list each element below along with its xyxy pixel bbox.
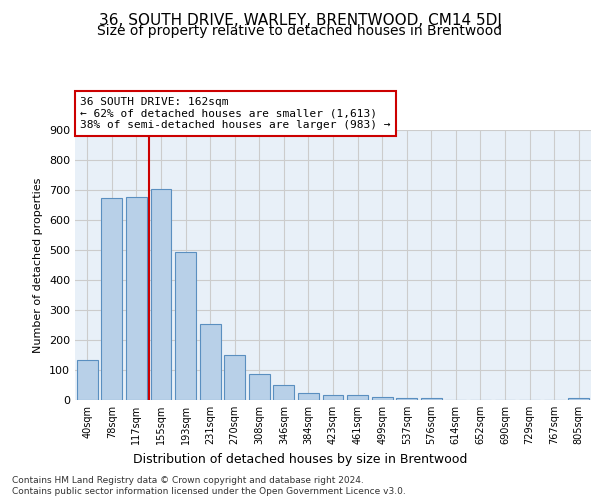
Text: Size of property relative to detached houses in Brentwood: Size of property relative to detached ho… xyxy=(97,24,503,38)
Bar xyxy=(175,252,196,400)
Bar xyxy=(200,324,221,400)
Text: 36 SOUTH DRIVE: 162sqm
← 62% of detached houses are smaller (1,613)
38% of semi-: 36 SOUTH DRIVE: 162sqm ← 62% of detached… xyxy=(80,97,391,130)
Bar xyxy=(224,355,245,400)
Bar xyxy=(371,397,392,400)
Bar xyxy=(298,394,319,400)
Bar xyxy=(249,374,270,400)
Text: Contains public sector information licensed under the Open Government Licence v3: Contains public sector information licen… xyxy=(12,488,406,496)
Y-axis label: Number of detached properties: Number of detached properties xyxy=(34,178,43,352)
Bar xyxy=(396,398,417,400)
Bar xyxy=(126,196,147,400)
Text: 36, SOUTH DRIVE, WARLEY, BRENTWOOD, CM14 5DJ: 36, SOUTH DRIVE, WARLEY, BRENTWOOD, CM14… xyxy=(98,12,502,28)
Bar xyxy=(274,385,295,400)
Bar xyxy=(347,395,368,400)
Bar xyxy=(421,398,442,400)
Text: Distribution of detached houses by size in Brentwood: Distribution of detached houses by size … xyxy=(133,452,467,466)
Bar xyxy=(77,360,98,400)
Text: Contains HM Land Registry data © Crown copyright and database right 2024.: Contains HM Land Registry data © Crown c… xyxy=(12,476,364,485)
Bar xyxy=(568,398,589,400)
Bar xyxy=(323,395,343,400)
Bar xyxy=(101,198,122,400)
Bar xyxy=(151,188,172,400)
